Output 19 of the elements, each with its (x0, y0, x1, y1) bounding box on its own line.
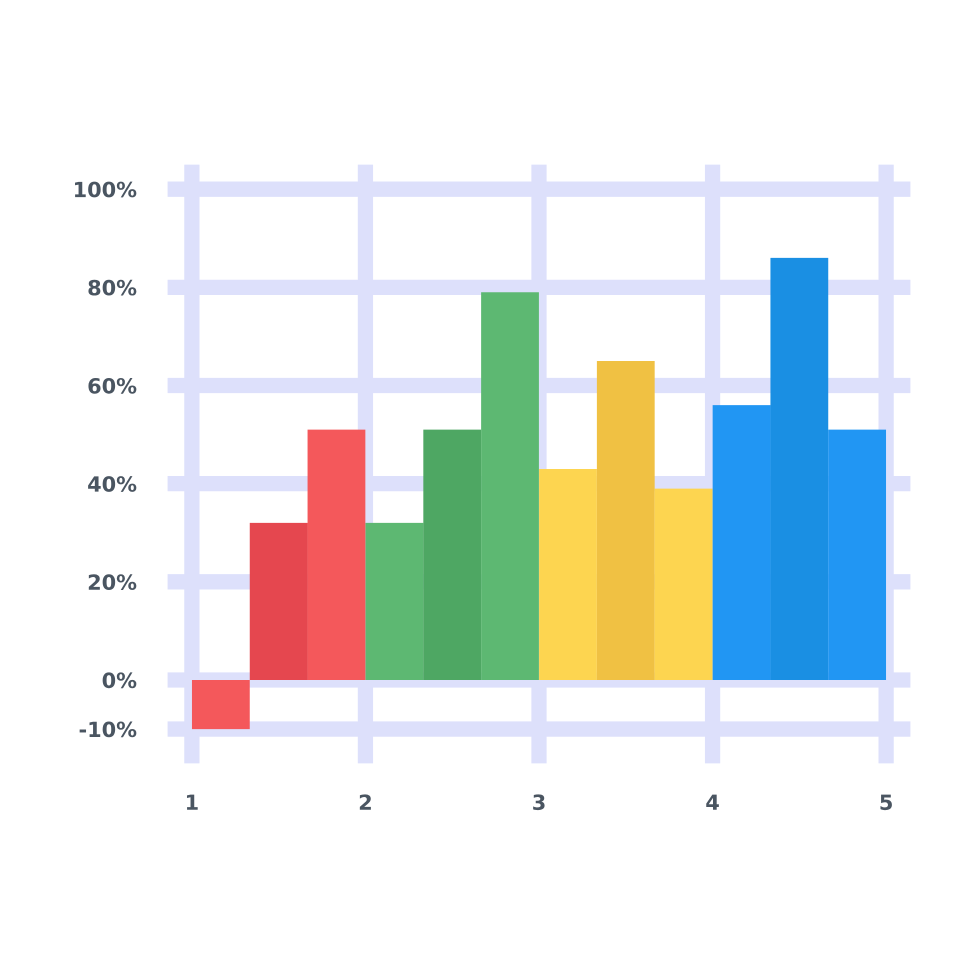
bar (770, 258, 828, 680)
y-tick-label: 40% (88, 476, 136, 492)
x-tick-label: 2 (360, 794, 371, 810)
bar (423, 430, 482, 680)
x-tick-label: 4 (706, 794, 719, 810)
bar (654, 488, 712, 680)
x-tick-label: 5 (880, 794, 892, 810)
y-tick-label: 0% (102, 672, 136, 688)
bar (366, 522, 424, 680)
y-tick-label: 60% (88, 378, 136, 394)
y-tick-label: 80% (88, 280, 136, 296)
y-tick-label: -10% (80, 722, 136, 738)
y-tick-label: 20% (88, 574, 136, 590)
x-tick-label: 1 (186, 794, 198, 810)
y-tick-label: 100% (75, 182, 136, 198)
x-tick-label: 3 (533, 794, 545, 810)
bar (596, 360, 655, 680)
bar (250, 522, 308, 680)
bar (192, 680, 250, 730)
